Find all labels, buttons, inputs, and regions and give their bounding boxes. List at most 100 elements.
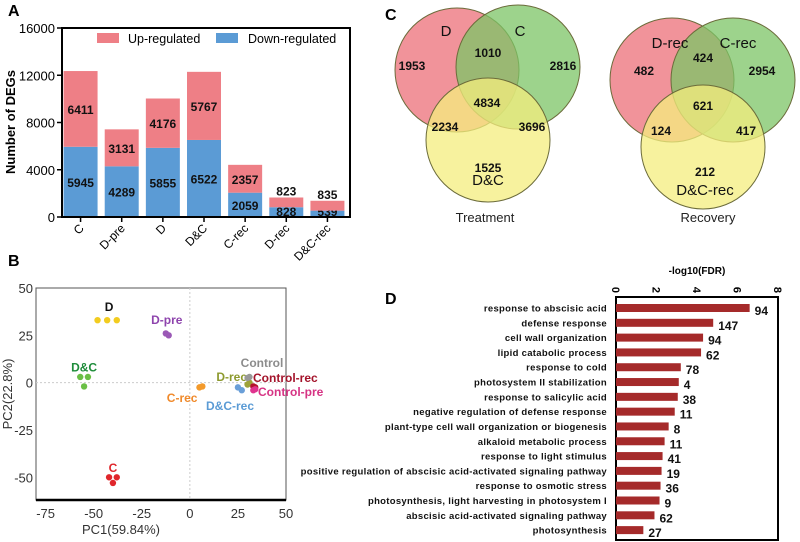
set-label: D: [441, 23, 452, 40]
plot-frame: [615, 296, 779, 541]
go-bar: [616, 452, 663, 461]
x-tick-label: 6: [731, 287, 743, 293]
bar-value-label: 5855: [150, 176, 177, 190]
bar-down-regulated: [63, 146, 98, 217]
region-count-ac: 2234: [432, 120, 459, 134]
bar-value-label: 3131: [108, 142, 135, 156]
region-count-abc: 621: [693, 99, 713, 113]
set-label: D&C-rec: [676, 182, 734, 199]
y-tick-label: 25: [19, 328, 33, 343]
group-label: D&C-rec: [206, 399, 254, 413]
bar-up-regulated: [187, 71, 221, 140]
point-d: [94, 316, 101, 324]
gene-count-label: 62: [659, 511, 673, 525]
group-label: Control-rec: [253, 371, 318, 385]
axes-frame: [61, 27, 351, 218]
region-count-only_b: 2954: [749, 64, 776, 78]
point-control: [246, 373, 253, 381]
y-axis-label: PC2(22.8%): [0, 359, 15, 430]
point-d: [113, 316, 120, 324]
venn-circle-d&c-rec: [640, 84, 766, 210]
x-tick-label: -75: [36, 506, 55, 521]
gene-count-label: 78: [686, 363, 700, 377]
point-d&c: [77, 373, 84, 381]
x-tick-label: D&C: [182, 221, 210, 249]
point-d&c: [84, 373, 92, 381]
go-bar: [616, 422, 669, 431]
gene-count-label: 27: [648, 526, 662, 540]
region-count-only_c: 212: [695, 165, 715, 179]
region-count-ac: 124: [651, 124, 671, 138]
go-bar: [616, 466, 662, 475]
x-tick-label: D-rec: [262, 221, 293, 252]
go-term-label: alkaloid metabolic process: [478, 437, 607, 448]
region-count-only_a: 482: [634, 64, 654, 78]
go-bar: [616, 304, 750, 312]
region-count-bc: 417: [736, 124, 756, 138]
region-count-ab: 1010: [475, 46, 502, 60]
bar-down-regulated: [269, 207, 304, 217]
bar-down-regulated: [104, 166, 139, 217]
point-c-rec: [199, 383, 206, 390]
y-tick-label: 0: [26, 376, 33, 391]
go-term-label: cell wall organization: [505, 333, 607, 344]
venn-diagrams: D C D&C 1953 2816 1525 1010 2234 3696 4834 Treatme…: [394, 4, 796, 225]
bar-down-regulated: [187, 139, 221, 217]
panel-label-b: B: [8, 253, 20, 270]
point-d&c: [80, 383, 88, 390]
bar-down-regulated: [145, 147, 180, 217]
go-bar: [616, 363, 681, 372]
venn-recovery: D-rec C-rec D&C-rec 482 2954 212 424 124 417 621 R…: [609, 17, 796, 225]
go-term-label: photosynthesis, light harvesting in phot…: [368, 496, 607, 507]
gene-count-label: 62: [706, 348, 720, 362]
x-tick-label: D&C-rec: [291, 221, 333, 263]
go-bar: [616, 378, 679, 387]
point-c: [105, 474, 113, 481]
point-d: [103, 316, 111, 324]
y-tick-label: 16000: [19, 21, 55, 36]
gene-count-label: 147: [718, 319, 738, 333]
venn-treatment: D C D&C 1953 2816 1525 1010 2234 3696 4834 Treatme…: [394, 4, 581, 225]
panel-label-c: C: [385, 7, 397, 24]
gene-count-label: 4: [684, 378, 691, 392]
x-tick-label: -25: [132, 506, 151, 521]
y-tick-label: 0: [48, 210, 55, 225]
y-tick-label: 8000: [26, 116, 55, 131]
y-tick-label: -25: [14, 423, 33, 438]
go-term-label: response to light stimulus: [481, 452, 607, 463]
region-count-abc: 4834: [474, 96, 501, 110]
bar-up-regulated: [269, 197, 304, 208]
region-count-bc: 3696: [519, 120, 546, 134]
panel-label-a: A: [8, 3, 20, 20]
point-c: [109, 479, 117, 487]
bar-down-regulated: [228, 192, 263, 217]
set-label: D-rec: [652, 35, 689, 52]
region-count-only_c: 1525: [475, 161, 502, 175]
gene-count-label: 8: [674, 422, 681, 436]
go-bar: [616, 392, 678, 401]
bar-value-label: 823: [276, 184, 296, 198]
bar-value-label: 828: [276, 205, 296, 219]
go-bar: [616, 526, 644, 535]
gene-count-label: 41: [668, 452, 682, 466]
region-count-only_a: 1953: [399, 59, 426, 73]
go-bar: [616, 511, 655, 520]
x-tick-label: C-rec: [221, 221, 252, 252]
group-label: D-rec: [216, 370, 247, 384]
go-term-label: response to salicylic acid: [484, 392, 607, 403]
go-bar: [616, 481, 661, 490]
x-tick-label: 25: [231, 506, 245, 521]
venn-title: Recovery: [681, 210, 736, 225]
panel-label-d: D: [385, 291, 397, 308]
go-bar: [616, 348, 702, 357]
go-term-label: defense response: [521, 318, 607, 329]
group-label: D&C: [71, 361, 97, 375]
bar-value-label: 4176: [150, 117, 177, 131]
go-term-label: abscisic acid-activated signaling pathwa…: [406, 511, 607, 522]
deg-bar-chart: 0 4000 8000 12000 16000 Number of DEGs 5945 641…: [3, 21, 351, 264]
bar-value-label: 835: [317, 188, 337, 202]
legend-swatch-down: [216, 33, 238, 43]
bar-value-label: 6411: [68, 103, 94, 117]
go-bar: [616, 437, 665, 446]
